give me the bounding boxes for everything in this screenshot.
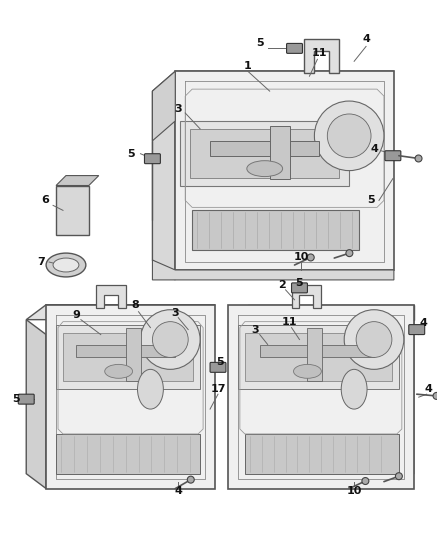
Polygon shape (260, 344, 374, 358)
Polygon shape (152, 91, 175, 280)
Ellipse shape (152, 321, 188, 358)
Text: 5: 5 (367, 196, 375, 205)
Text: 4: 4 (370, 144, 378, 154)
Polygon shape (126, 328, 141, 381)
Polygon shape (96, 285, 126, 308)
Ellipse shape (46, 253, 86, 277)
Text: 17: 17 (210, 384, 226, 394)
Polygon shape (26, 320, 46, 489)
Ellipse shape (341, 369, 367, 409)
Ellipse shape (105, 365, 133, 378)
Polygon shape (152, 260, 394, 280)
FancyBboxPatch shape (18, 394, 34, 404)
Polygon shape (270, 126, 290, 179)
FancyBboxPatch shape (145, 154, 160, 164)
Polygon shape (180, 121, 349, 185)
Polygon shape (56, 325, 200, 389)
Text: 4: 4 (425, 384, 433, 394)
FancyBboxPatch shape (409, 325, 425, 335)
Polygon shape (56, 175, 99, 185)
Ellipse shape (327, 114, 371, 158)
Text: 2: 2 (278, 280, 286, 290)
FancyBboxPatch shape (286, 43, 303, 53)
Text: 3: 3 (174, 104, 182, 114)
Polygon shape (46, 305, 215, 489)
Text: 10: 10 (294, 252, 309, 262)
FancyBboxPatch shape (210, 362, 226, 373)
Ellipse shape (138, 369, 163, 409)
Polygon shape (26, 305, 215, 320)
FancyBboxPatch shape (385, 151, 401, 160)
Text: 9: 9 (72, 310, 80, 320)
Polygon shape (394, 320, 414, 489)
Text: 11: 11 (311, 49, 327, 58)
Polygon shape (307, 328, 322, 381)
Text: 5: 5 (296, 278, 303, 288)
Polygon shape (56, 434, 200, 474)
Ellipse shape (247, 160, 283, 176)
Ellipse shape (314, 101, 384, 171)
Circle shape (346, 249, 353, 256)
Polygon shape (292, 285, 321, 308)
Circle shape (307, 254, 314, 261)
Polygon shape (175, 71, 394, 270)
Circle shape (362, 478, 369, 484)
Text: 7: 7 (37, 257, 45, 267)
Text: 4: 4 (174, 486, 182, 496)
Text: 10: 10 (346, 486, 362, 496)
Text: 4: 4 (362, 35, 370, 44)
Circle shape (415, 155, 422, 162)
Text: 5: 5 (12, 394, 20, 404)
Text: 1: 1 (244, 61, 252, 71)
Text: 3: 3 (171, 308, 179, 318)
Polygon shape (210, 141, 319, 156)
Polygon shape (190, 129, 339, 177)
Ellipse shape (141, 310, 200, 369)
Polygon shape (238, 325, 399, 389)
Circle shape (187, 476, 194, 483)
Text: 5: 5 (216, 358, 224, 367)
Text: 3: 3 (251, 325, 258, 335)
Text: 5: 5 (256, 38, 264, 49)
Text: 8: 8 (132, 300, 139, 310)
Ellipse shape (344, 310, 404, 369)
Polygon shape (152, 71, 175, 141)
Polygon shape (152, 71, 394, 91)
Polygon shape (245, 434, 399, 474)
Circle shape (396, 473, 403, 480)
Text: 6: 6 (41, 196, 49, 205)
Ellipse shape (293, 365, 321, 378)
FancyBboxPatch shape (292, 283, 307, 293)
Circle shape (433, 392, 438, 399)
Text: 4: 4 (420, 318, 427, 328)
Polygon shape (192, 211, 359, 250)
Ellipse shape (53, 258, 79, 272)
Polygon shape (228, 305, 414, 320)
Polygon shape (304, 39, 339, 73)
Polygon shape (63, 333, 193, 381)
Polygon shape (228, 305, 414, 489)
Text: 5: 5 (127, 149, 134, 159)
Polygon shape (245, 333, 392, 381)
Ellipse shape (356, 321, 392, 358)
Text: 11: 11 (282, 317, 297, 327)
Polygon shape (56, 185, 89, 235)
Polygon shape (76, 344, 175, 358)
